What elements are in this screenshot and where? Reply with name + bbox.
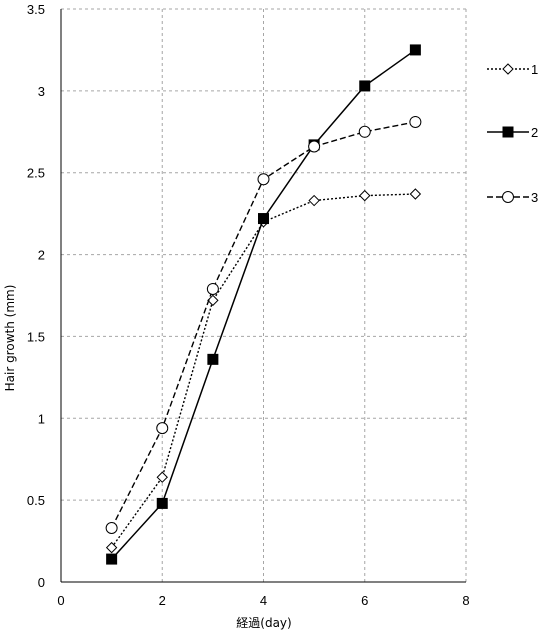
series-3 [105, 115, 422, 534]
legend-label: 1 [531, 62, 538, 77]
diamond-marker [359, 189, 371, 202]
y-tick-label: 2 [38, 248, 45, 263]
square-marker [502, 126, 514, 138]
legend-item-1: 1 [487, 62, 538, 77]
circle-marker [409, 115, 422, 128]
diamond-marker [105, 541, 118, 554]
circle-marker [358, 125, 371, 138]
diamond-marker [502, 63, 514, 75]
y-tick-label: 3 [38, 84, 45, 99]
circle-marker [156, 422, 169, 435]
circle-marker [206, 282, 219, 295]
circle-marker [502, 191, 514, 203]
y-tick-label: 0.5 [27, 493, 45, 508]
square-marker [258, 213, 269, 225]
y-tick-label: 3.5 [27, 2, 45, 17]
x-tick-label: 6 [361, 593, 368, 608]
square-marker [156, 497, 168, 509]
x-tick-label: 0 [57, 593, 64, 608]
x-tick-label: 4 [260, 593, 267, 608]
x-tick-label: 8 [462, 593, 469, 608]
diamond-marker [207, 294, 219, 307]
y-tick-label: 1.5 [27, 329, 45, 344]
circle-marker [257, 173, 270, 186]
circle-marker [105, 521, 118, 534]
y-tick-label: 1 [38, 411, 45, 426]
square-marker [207, 353, 219, 365]
y-axis-title: Hair growth (mm) [3, 285, 17, 392]
axes: 0 0.5 1 1.5 2 2.5 3 3.5 0 2 4 6 8 [27, 2, 470, 608]
square-marker [359, 80, 371, 92]
x-tick-label: 2 [159, 593, 166, 608]
series-group [105, 44, 422, 565]
diamond-marker [308, 194, 320, 207]
diamond-marker [409, 188, 422, 200]
legend-item-2: 2 [487, 125, 538, 140]
square-marker [409, 44, 421, 56]
y-tick-label: 0 [38, 575, 45, 590]
grid [61, 8, 467, 582]
series-2 [106, 44, 421, 565]
square-marker [106, 553, 118, 565]
diamond-marker [156, 471, 168, 483]
x-axis-title: 経過(day) [236, 616, 291, 630]
y-tick-label: 2.5 [27, 166, 45, 181]
legend-item-3: 3 [487, 190, 538, 205]
legend-label: 2 [531, 125, 538, 140]
legend: 1 2 3 [487, 62, 538, 205]
legend-label: 3 [531, 190, 538, 205]
circle-marker [308, 140, 321, 153]
